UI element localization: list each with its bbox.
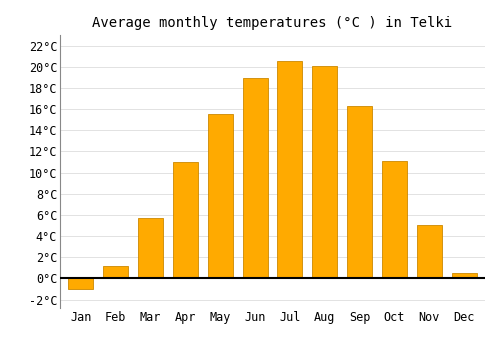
Bar	[242, 78, 268, 278]
Bar	[173, 162, 198, 278]
Bar	[103, 266, 128, 278]
Bar	[347, 106, 372, 278]
Bar	[382, 161, 407, 278]
Bar	[208, 114, 233, 278]
Bar	[452, 273, 476, 278]
Bar	[416, 225, 442, 278]
Bar	[138, 218, 163, 278]
Title: Average monthly temperatures (°C ) in Telki: Average monthly temperatures (°C ) in Te…	[92, 16, 452, 30]
Bar	[278, 62, 302, 278]
Bar	[312, 66, 338, 278]
Bar	[68, 278, 94, 289]
